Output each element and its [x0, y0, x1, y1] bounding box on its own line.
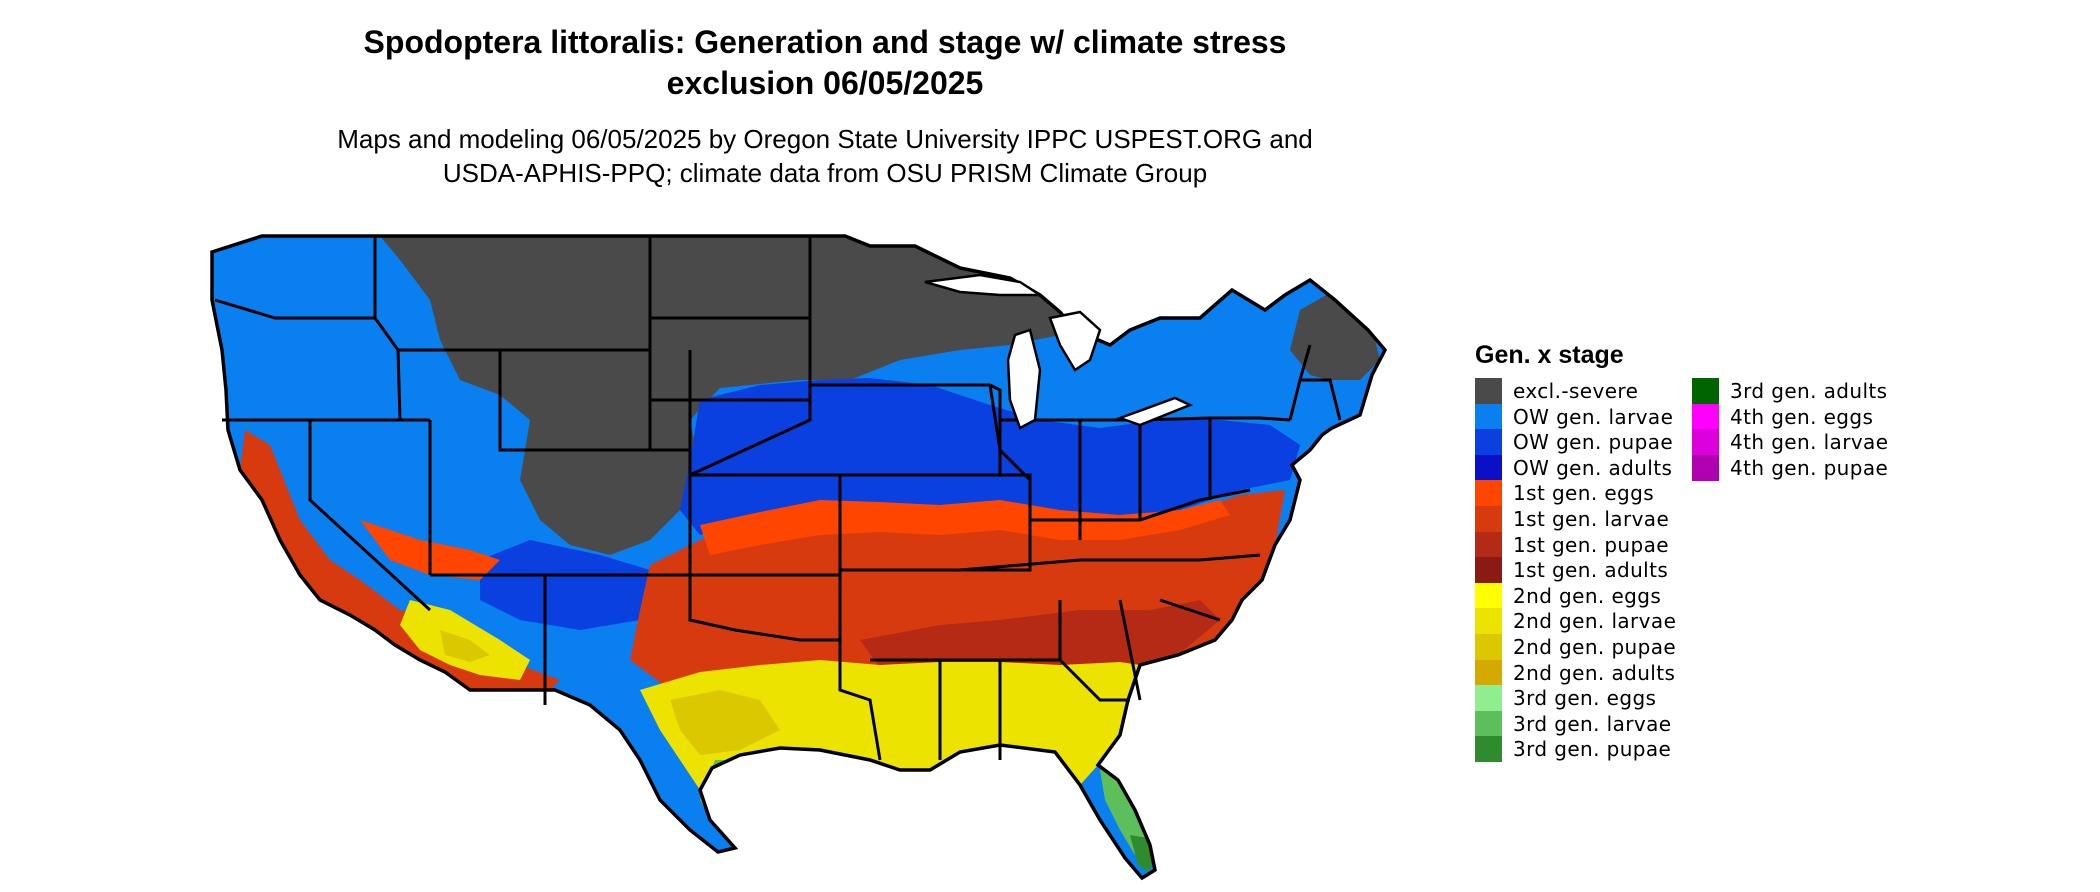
legend-swatch: [1475, 685, 1502, 712]
legend-swatch: [1475, 429, 1502, 456]
legend-swatch: [1475, 557, 1502, 584]
legend-label: OW gen. larvae: [1513, 404, 1674, 429]
map-subtitle: Maps and modeling 06/05/2025 by Oregon S…: [230, 122, 1420, 190]
legend-label: 1st gen. pupae: [1513, 532, 1669, 557]
legend-item: 3rd gen. pupae: [1475, 736, 1672, 763]
legend-label: 2nd gen. larvae: [1513, 609, 1677, 634]
legend-swatch: [1475, 608, 1502, 635]
border-nd-sd: [648, 236, 810, 450]
legend-swatch: [1475, 378, 1502, 404]
border-tx: [688, 575, 882, 761]
legend-item: 3rd gen. adults: [1692, 378, 1887, 404]
legend-item: 4th gen. pupae: [1692, 454, 1889, 481]
legend-label: 1st gen. larvae: [1513, 507, 1670, 531]
ow-pupae-band: [680, 378, 1300, 535]
legend-swatch: [1475, 736, 1502, 763]
map-subtitle-line-2: USDA-APHIS-PPQ; climate data from OSU PR…: [442, 158, 1208, 188]
lake-superior: [924, 273, 1045, 297]
legend-label: 4th gen. larvae: [1730, 430, 1889, 455]
legend-swatch: [1475, 531, 1502, 558]
legend-swatch: [1692, 378, 1719, 404]
legend-swatch: [1475, 454, 1502, 481]
map-title-line-1: Spodoptera littoralis: Generation and st…: [363, 24, 1287, 60]
border-mo: [835, 473, 1032, 572]
legend-label: 4th gen. pupae: [1730, 455, 1889, 480]
legend-label: 4th gen. eggs: [1730, 404, 1874, 429]
legend-item: 2nd gen. eggs: [1475, 582, 1662, 609]
second-gen-pupae-southwest: [440, 630, 490, 662]
legend-label: 3rd gen. larvae: [1513, 711, 1672, 736]
legend-item: 1st gen. adults: [1475, 557, 1669, 584]
legend-item: 4th gen. eggs: [1692, 403, 1874, 430]
legend-item: 2nd gen. adults: [1475, 659, 1676, 686]
legend-item: 1st gen. larvae: [1475, 506, 1669, 532]
legend-item: 4th gen. larvae: [1692, 429, 1889, 456]
legend-label: 3rd gen. eggs: [1513, 686, 1657, 711]
legend-item: OW gen. larvae: [1475, 403, 1674, 430]
lake-erie: [1116, 396, 1194, 427]
legend-item: excl.-severe: [1475, 378, 1638, 404]
legend-label: 2nd gen. pupae: [1513, 635, 1677, 659]
legend-label: OW gen. pupae: [1513, 430, 1674, 455]
legend-label: 3rd gen. pupae: [1513, 737, 1672, 762]
border-la-ms: [870, 658, 1130, 760]
first-gen-eggs-band: [700, 500, 1230, 555]
second-gen-larvae-band: [640, 660, 1140, 790]
legend-item: 1st gen. eggs: [1475, 480, 1655, 507]
map-title: Spodoptera littoralis: Generation and st…: [230, 22, 1420, 104]
legend-label: 1st gen. eggs: [1513, 481, 1655, 506]
legend-swatch: [1475, 659, 1502, 686]
excluded-region-great-lakes: [880, 285, 1050, 350]
map-title-line-2: exclusion 06/05/2025: [666, 65, 984, 101]
legend-swatch: [1475, 506, 1502, 532]
legend-item: 3rd gen. eggs: [1475, 685, 1657, 712]
legend-item: 2nd gen. pupae: [1475, 634, 1676, 660]
border-id: [373, 236, 402, 421]
legend-label: OW gen. adults: [1513, 455, 1673, 480]
border-wa-or: [214, 298, 375, 320]
legend-item: 3rd gen. larvae: [1475, 710, 1672, 737]
legend-swatch: [1475, 480, 1502, 507]
second-gen-pupae-texas: [670, 690, 780, 755]
legend-swatch: [1475, 403, 1502, 430]
legend-label: excl.-severe: [1513, 379, 1639, 403]
legend-label: 2nd gen. adults: [1513, 660, 1676, 685]
border-ky-tn: [959, 488, 1261, 572]
legend-item: 2nd gen. larvae: [1475, 608, 1677, 635]
ow-pupae-patch-southwest: [480, 540, 680, 630]
legend-item: 1st gen. pupae: [1475, 531, 1669, 558]
border-nv-ca: [308, 420, 432, 612]
legend-item: OW gen. pupae: [1475, 429, 1674, 456]
lake-michigan: [1006, 328, 1042, 430]
state-borders: [214, 236, 1342, 761]
border-ne: [1288, 344, 1342, 421]
legend-label: 3rd gen. adults: [1730, 379, 1888, 403]
great-lakes: [924, 273, 1194, 430]
legend-swatch: [1475, 710, 1502, 737]
border-ga-al-sc: [1058, 598, 1221, 701]
map-subtitle-line-1: Maps and modeling 06/05/2025 by Oregon S…: [337, 124, 1313, 154]
legend-title: Gen. x stage: [1475, 341, 1624, 369]
legend-label: 2nd gen. eggs: [1513, 583, 1662, 608]
legend-swatch: [1475, 634, 1502, 660]
legend-label: 1st gen. adults: [1513, 558, 1669, 583]
lake-huron: [1048, 310, 1102, 372]
border-plains: [689, 236, 842, 690]
border-oh-pa: [1139, 416, 1291, 500]
legend-swatch: [1692, 454, 1719, 481]
legend-item: OW gen. adults: [1475, 454, 1673, 481]
legend-swatch: [1692, 403, 1719, 430]
legend-swatch: [1475, 582, 1502, 609]
legend-swatch: [1692, 429, 1719, 456]
